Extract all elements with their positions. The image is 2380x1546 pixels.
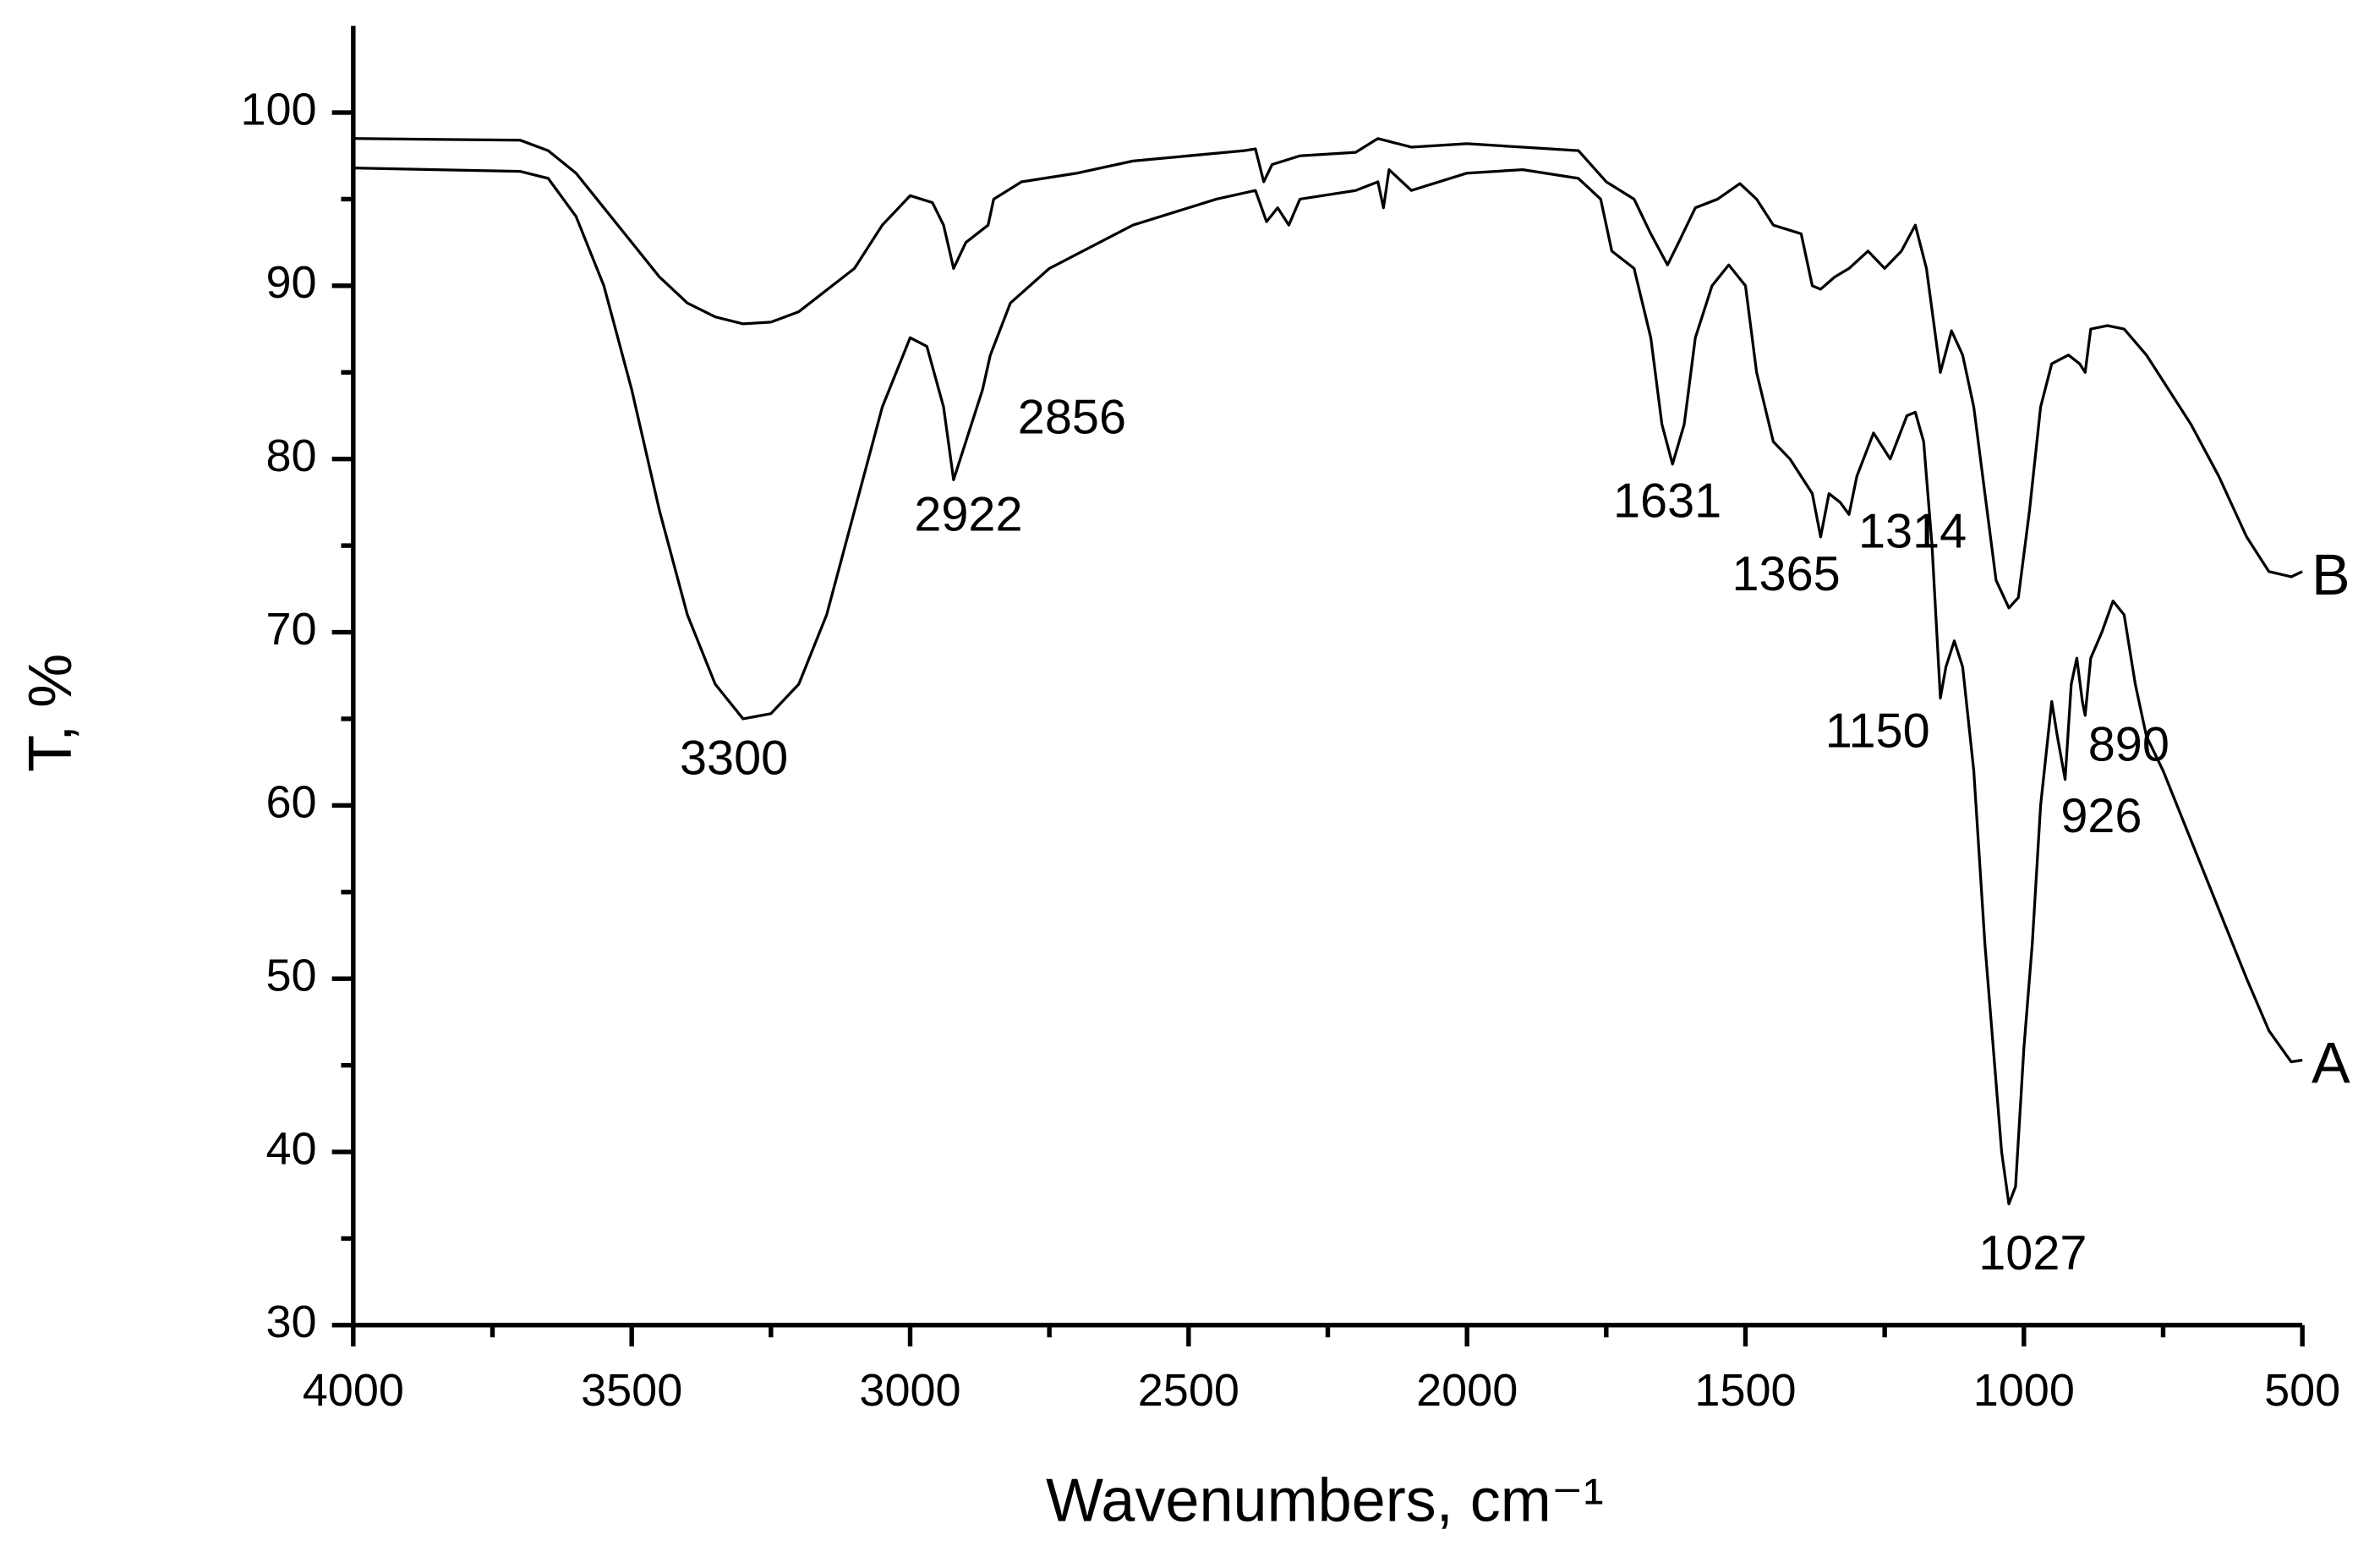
x-tick-label: 3000: [859, 1365, 960, 1416]
peak-label: 3300: [680, 732, 788, 786]
y-tick-label: 90: [266, 257, 317, 308]
series-label: B: [2312, 542, 2350, 607]
spectrum-line: [353, 166, 2303, 1206]
x-tick-label: 1500: [1694, 1365, 1796, 1416]
y-tick-label: 60: [266, 777, 317, 828]
peak-label: 1631: [1613, 474, 1721, 528]
peak-label: 926: [2060, 789, 2142, 843]
peak-label: 1027: [1978, 1226, 2087, 1280]
x-tick-label: 500: [2264, 1365, 2340, 1416]
y-axis-title: T, %: [17, 654, 85, 772]
y-tick-label: 70: [266, 604, 317, 655]
x-tick-label: 2500: [1138, 1365, 1239, 1416]
peak-label: 2922: [914, 488, 1022, 542]
y-tick-label: 80: [266, 430, 317, 481]
y-tick-label: 30: [266, 1297, 317, 1347]
y-tick-label: 40: [266, 1123, 317, 1174]
peak-label: 1150: [1825, 704, 1930, 758]
peak-label: 1365: [1732, 547, 1840, 601]
peak-label: 2856: [1018, 390, 1126, 444]
x-tick-label: 3500: [581, 1365, 682, 1416]
y-tick-label: 100: [240, 84, 316, 134]
x-tick-label: 2000: [1416, 1365, 1518, 1416]
series-label: A: [2312, 1031, 2350, 1096]
peak-label: 1314: [1858, 504, 1967, 558]
y-tick-label: 50: [266, 950, 317, 1001]
peak-label: 890: [2088, 718, 2169, 772]
x-axis-title: Wavenumbers, cm⁻¹: [1046, 1467, 1604, 1534]
spectrum-line: [353, 137, 2303, 610]
x-tick-label: 4000: [303, 1365, 404, 1416]
x-tick-label: 1000: [1973, 1365, 2075, 1416]
